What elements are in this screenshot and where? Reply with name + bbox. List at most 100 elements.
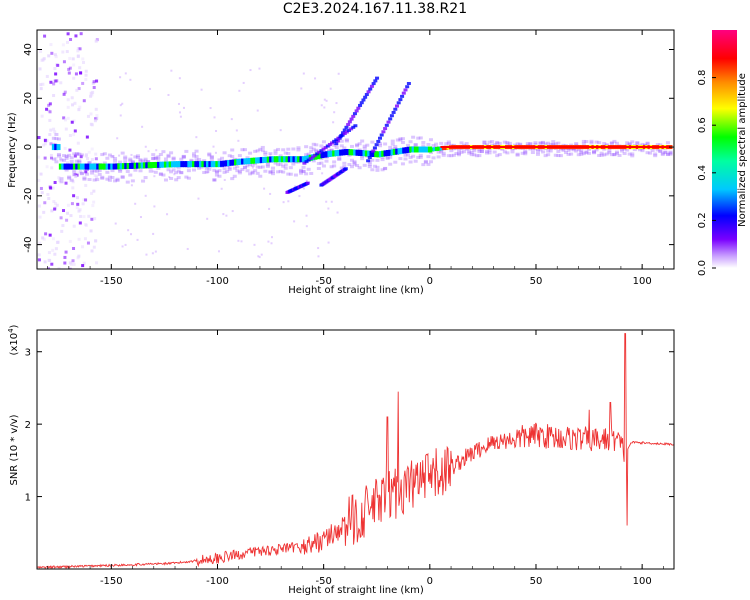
heatmap-ridge-cell (404, 147, 409, 154)
heatmap-cell (599, 151, 604, 155)
heatmap-cell (370, 168, 375, 172)
heatmap-streak-cell (354, 109, 359, 113)
heatmap-cell (70, 120, 74, 124)
heatmap-x-tick-label: 0 (427, 276, 433, 287)
heatmap-cell (217, 169, 222, 173)
heatmap-cell (51, 157, 56, 161)
heatmap-cell (467, 151, 472, 155)
heatmap-streak-cell (352, 112, 357, 116)
heatmap-ridge-cell (434, 146, 439, 151)
heatmap-ridge-cell (334, 150, 339, 157)
heatmap-cell (260, 149, 265, 153)
heatmap-cell (479, 149, 484, 153)
heatmap-cell (385, 156, 390, 160)
heatmap-cell (592, 150, 597, 154)
heatmap-cell (64, 154, 69, 158)
heatmap-cell (227, 167, 232, 171)
heatmap-cell (102, 161, 107, 165)
heatmap-ridge-cell (406, 146, 411, 153)
heatmap-cell (92, 169, 97, 173)
heatmap-cell (316, 166, 321, 170)
heatmap-cell (273, 149, 278, 153)
heatmap-cell (58, 179, 62, 183)
heatmap-cell (72, 194, 76, 198)
heatmap-cell (130, 161, 135, 165)
heatmap-cell (38, 241, 42, 245)
heatmap-cell (609, 141, 614, 145)
heatmap-cell (94, 107, 98, 111)
heatmap-cell (316, 162, 321, 166)
heatmap-cell (235, 169, 240, 173)
heatmap-cell (581, 152, 586, 156)
heatmap-cell (66, 98, 70, 102)
heatmap-streak-cell (306, 158, 311, 162)
heatmap-streak-cell (389, 114, 394, 118)
heatmap-streak-cell (372, 146, 377, 150)
heatmap-streak-cell (368, 87, 373, 91)
heatmap-streak-cell (323, 146, 328, 150)
heatmap-cell (319, 161, 324, 165)
heatmap-cell (178, 77, 181, 80)
heatmap-cell (73, 154, 77, 158)
heatmap-cell (528, 142, 533, 146)
heatmap-cell (355, 163, 360, 167)
heatmap-cell (111, 155, 114, 158)
heatmap-cell (592, 150, 597, 154)
heatmap-ridge-cell (378, 151, 383, 158)
heatmap-cell (133, 155, 138, 159)
heatmap-cell (49, 153, 53, 157)
heatmap-cell (416, 155, 421, 159)
heatmap-cell (668, 151, 673, 155)
heatmap-cell (464, 147, 469, 151)
heatmap-ridge-cell (236, 158, 241, 165)
heatmap-cell (141, 125, 144, 128)
heatmap-cell (263, 150, 268, 154)
heatmap-ridge-cell (121, 163, 126, 170)
heatmap-ridge-cell (343, 149, 348, 156)
heatmap-cell (37, 178, 41, 182)
heatmap-cell (265, 164, 270, 168)
heatmap-ridge-cell (138, 162, 143, 169)
colorbar-tick-label: 0.8 (697, 70, 708, 86)
heatmap-cell (89, 91, 93, 95)
heatmap-cell (230, 155, 235, 159)
heatmap-ridge-cell (229, 159, 234, 166)
heatmap-cell (230, 177, 235, 181)
heatmap-cell (174, 178, 179, 182)
heatmap-cell (163, 157, 168, 161)
heatmap-cell (72, 246, 76, 250)
heatmap-cell (627, 142, 632, 146)
heatmap-cell (257, 255, 260, 258)
heatmap-cell (100, 175, 105, 179)
heatmap-ridge-cell (381, 150, 386, 157)
heatmap-cell (276, 147, 281, 151)
heatmap-cell (62, 154, 67, 158)
heatmap-cell (41, 58, 45, 62)
heatmap-cell (66, 116, 70, 120)
heatmap-cell (171, 168, 176, 172)
heatmap-ridge-cell (395, 148, 400, 155)
heatmap-cell (95, 169, 100, 173)
heatmap-ridge-cell (70, 163, 75, 170)
snr-x-tick-label: -50 (315, 576, 331, 587)
heatmap-cell (53, 67, 57, 71)
heatmap-cell (263, 152, 268, 156)
heatmap-cell (388, 155, 393, 159)
heatmap-cell (360, 139, 365, 143)
heatmap-cell (84, 168, 89, 172)
snr-x-tick-label: -100 (206, 576, 229, 587)
heatmap-cell (53, 180, 57, 184)
heatmap-cell (47, 196, 51, 200)
heatmap-ridge-cell (175, 161, 180, 168)
heatmap-cell (566, 152, 571, 156)
heatmap-cell (119, 114, 122, 117)
heatmap-cell (67, 153, 72, 157)
heatmap-cell (138, 159, 143, 163)
heatmap-cell (655, 143, 660, 147)
heatmap-cell (393, 145, 398, 149)
heatmap-cell (329, 165, 334, 169)
heatmap-cell (152, 170, 155, 173)
heatmap-cell (602, 147, 607, 151)
heatmap-cell (49, 43, 53, 47)
heatmap-cell (253, 243, 256, 246)
